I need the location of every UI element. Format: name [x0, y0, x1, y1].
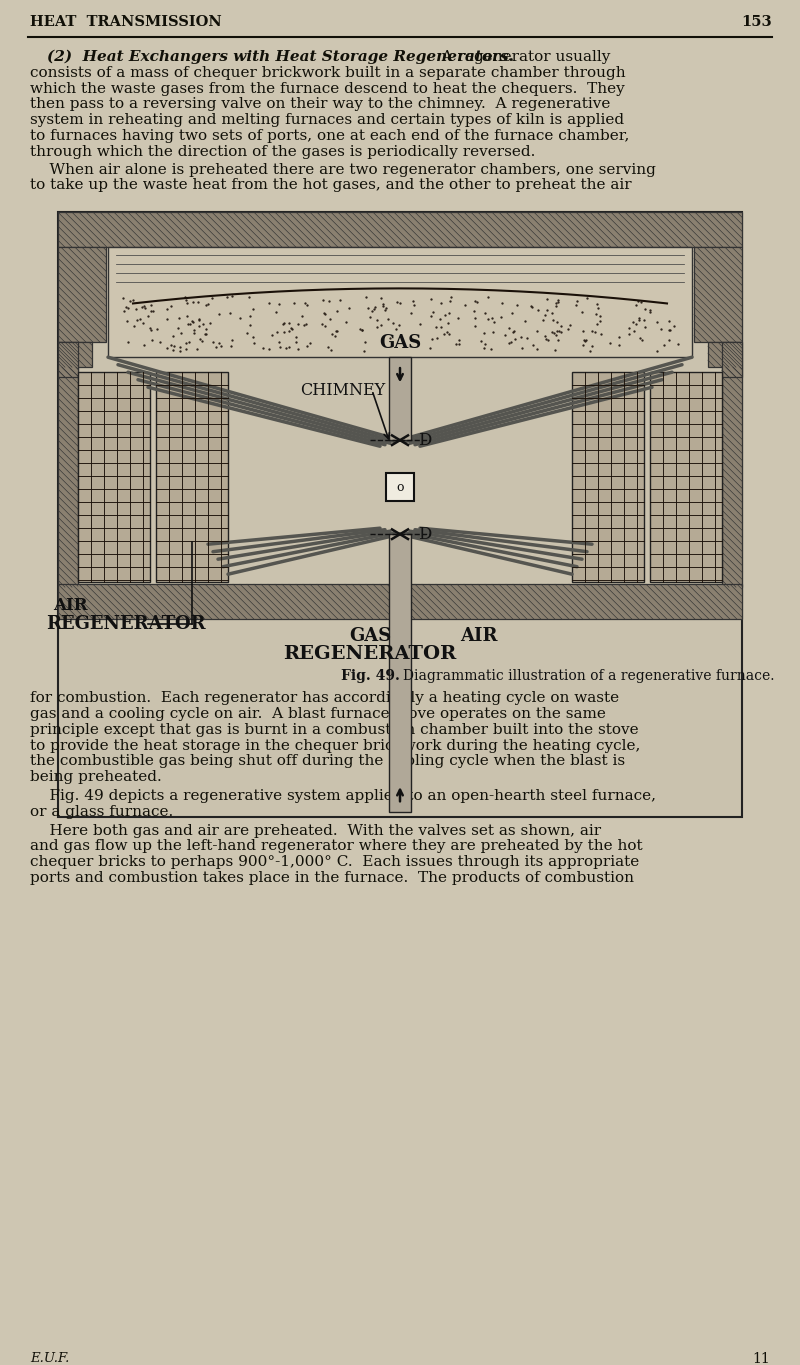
Text: for combustion.  Each regenerator has accordingly a heating cycle on waste: for combustion. Each regenerator has acc…: [30, 691, 619, 706]
Bar: [58, 584, 742, 620]
Text: HEAT  TRANSMISSION: HEAT TRANSMISSION: [30, 15, 222, 29]
Text: principle except that gas is burnt in a combustion chamber built into the stove: principle except that gas is burnt in a …: [30, 723, 638, 737]
Bar: [572, 373, 644, 583]
Bar: [58, 212, 742, 818]
Text: o: o: [396, 480, 404, 494]
Text: GAS: GAS: [379, 334, 421, 352]
Text: 11: 11: [752, 1351, 770, 1365]
Text: which the waste gases from the furnace descend to heat the chequers.  They: which the waste gases from the furnace d…: [30, 82, 625, 96]
Text: through which the direction of the gases is periodically reversed.: through which the direction of the gases…: [30, 145, 535, 158]
Text: GAS: GAS: [349, 627, 391, 646]
Text: E.U.F.: E.U.F.: [30, 1351, 70, 1365]
Text: REGENERATOR: REGENERATOR: [46, 616, 206, 633]
Text: and gas flow up the left-hand regenerator where they are preheated by the hot: and gas flow up the left-hand regenerato…: [30, 839, 642, 853]
Text: gas and a cooling cycle on air.  A blast furnace stove operates on the same: gas and a cooling cycle on air. A blast …: [30, 707, 606, 721]
Bar: [694, 247, 742, 343]
Text: Fig. 49 depicts a regenerative system applied to an open-hearth steel furnace,: Fig. 49 depicts a regenerative system ap…: [30, 789, 656, 803]
Text: or a glass furnace.: or a glass furnace.: [30, 805, 174, 819]
Text: being preheated.: being preheated.: [30, 770, 162, 785]
Bar: [58, 343, 78, 377]
Text: then pass to a reversing valve on their way to the chimney.  A regenerative: then pass to a reversing valve on their …: [30, 97, 610, 112]
Text: ports and combustion takes place in the furnace.  The products of combustion: ports and combustion takes place in the …: [30, 871, 634, 885]
Bar: [389, 358, 411, 440]
Text: to furnaces having two sets of ports, one at each end of the furnace chamber,: to furnaces having two sets of ports, on…: [30, 130, 630, 143]
Text: Diagrammatic illustration of a regenerative furnace.: Diagrammatic illustration of a regenerat…: [403, 669, 774, 684]
Bar: [58, 343, 92, 367]
Text: A regenerator usually: A regenerator usually: [432, 51, 610, 64]
Text: D: D: [418, 526, 431, 543]
Text: Fig. 49.: Fig. 49.: [341, 669, 400, 684]
Text: AIR: AIR: [460, 627, 498, 646]
Bar: [386, 474, 414, 501]
Bar: [650, 373, 722, 583]
Text: the combustible gas being shut off during the cooling cycle when the blast is: the combustible gas being shut off durin…: [30, 755, 625, 768]
Text: consists of a mass of chequer brickwork built in a separate chamber through: consists of a mass of chequer brickwork …: [30, 66, 626, 79]
Text: REGENERATOR: REGENERATOR: [283, 646, 457, 663]
Bar: [722, 343, 742, 377]
Text: chequer bricks to perhaps 900°-1,000° C.  Each issues through its appropriate: chequer bricks to perhaps 900°-1,000° C.…: [30, 856, 639, 870]
Bar: [722, 367, 742, 587]
Text: When air alone is preheated there are two regenerator chambers, one serving: When air alone is preheated there are tw…: [30, 162, 656, 176]
Bar: [108, 247, 692, 358]
Bar: [58, 367, 78, 587]
Text: AIR: AIR: [53, 598, 87, 614]
Bar: [156, 373, 228, 583]
Text: system in reheating and melting furnaces and certain types of kiln is applied: system in reheating and melting furnaces…: [30, 113, 624, 127]
Bar: [389, 534, 411, 812]
Bar: [708, 343, 742, 367]
Text: to take up the waste heat from the hot gases, and the other to preheat the air: to take up the waste heat from the hot g…: [30, 179, 632, 192]
Bar: [58, 212, 742, 247]
Text: 153: 153: [742, 15, 772, 29]
Text: D: D: [418, 431, 431, 449]
Text: Here both gas and air are preheated.  With the valves set as shown, air: Here both gas and air are preheated. Wit…: [30, 823, 601, 838]
Bar: [58, 247, 106, 343]
Text: CHIMNEY: CHIMNEY: [300, 382, 386, 399]
Text: to provide the heat storage in the chequer brickwork during the heating cycle,: to provide the heat storage in the chequ…: [30, 738, 640, 752]
Bar: [78, 373, 150, 583]
Text: (2)  Heat Exchangers with Heat Storage Regenerators.: (2) Heat Exchangers with Heat Storage Re…: [47, 51, 514, 64]
